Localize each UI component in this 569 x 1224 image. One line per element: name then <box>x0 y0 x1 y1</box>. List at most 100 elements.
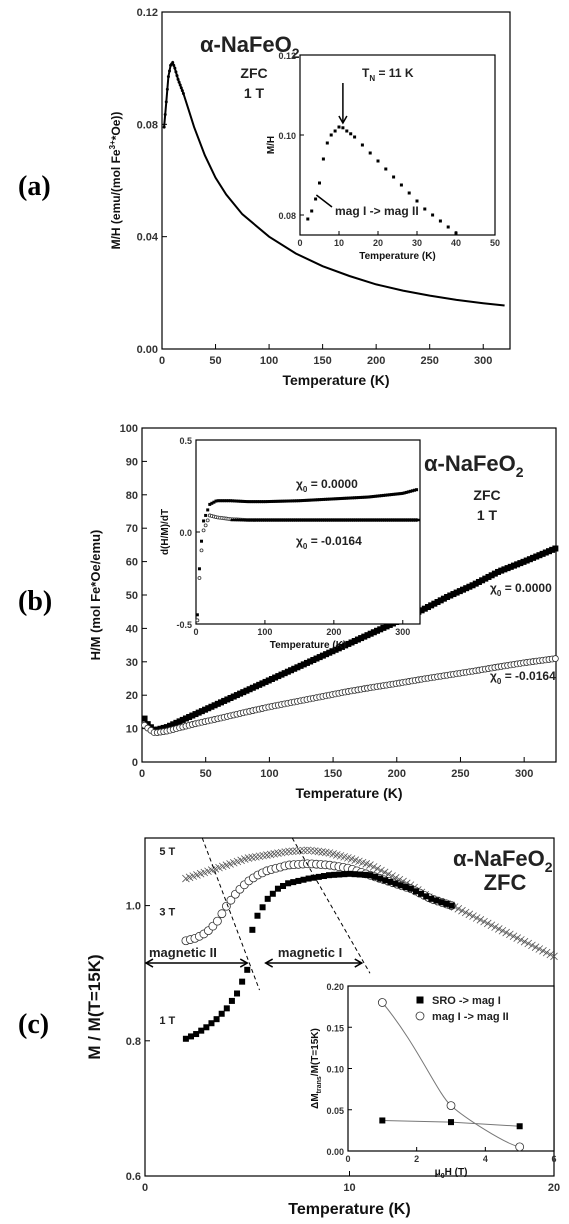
a-inset-data-point <box>446 225 450 229</box>
b-inset-data-point <box>361 495 365 499</box>
b-inset-data-point <box>371 495 375 499</box>
c-data-point-5t <box>531 943 540 951</box>
b-data-point <box>444 594 451 601</box>
b-inset-data-point <box>284 499 288 503</box>
c-region-arrow-mag2-head-left <box>144 958 154 968</box>
c-boundary-line-right <box>291 837 371 974</box>
b-data-point <box>380 624 387 631</box>
b-y-tick-label: 90 <box>126 456 138 468</box>
b-inset-data-point <box>270 499 274 503</box>
b-data-point <box>202 706 209 713</box>
b-data-point <box>504 565 511 572</box>
b-data-point <box>303 659 310 666</box>
a-inset-arrowhead-tn <box>338 115 348 125</box>
b-inset-data-point <box>276 499 280 503</box>
a-inset-x-tick-label: 50 <box>490 238 500 248</box>
c-data-point-1t <box>305 875 312 882</box>
a-data-point <box>162 125 166 129</box>
c-data-point-1t <box>372 873 379 880</box>
b-inset-data-point <box>373 494 377 498</box>
b-data-point <box>440 595 447 602</box>
a-inset-y-axis-label: M/H <box>266 136 277 154</box>
b-x-tick-label: 150 <box>324 768 342 780</box>
a-inset-data-point <box>345 129 349 133</box>
b-inset-data-point <box>377 494 381 498</box>
b-inset-x-tick-label: 100 <box>257 627 272 637</box>
b-data-point <box>319 652 326 659</box>
c-data-point-1t <box>188 1033 195 1040</box>
b-data-point <box>217 699 224 706</box>
b-data-point <box>338 643 345 650</box>
b-inset-data-point <box>202 519 206 523</box>
b-title: α-NaFeO2 <box>424 451 524 480</box>
b-inset-y-tick-label: 0.5 <box>179 436 192 446</box>
b-data-point <box>221 697 228 704</box>
b-inset-data-point <box>330 497 334 501</box>
a-inset-data-point <box>341 126 345 130</box>
b-inset-data-point <box>222 499 226 503</box>
c-region-label-mag1: magnetic I <box>278 945 342 960</box>
c-data-point-5t <box>524 939 533 948</box>
b-data-point <box>466 583 473 590</box>
c-series-label-1t: 1 T <box>159 1015 175 1027</box>
b-data-point <box>507 563 514 570</box>
b-inset-data-point <box>410 489 414 493</box>
b-inset-data-point <box>295 499 299 503</box>
b-inset-data-point <box>272 499 276 503</box>
b-data-point <box>211 702 218 709</box>
c-x-tick-label: 0 <box>142 1182 148 1194</box>
b-inset-data-point <box>402 491 406 495</box>
panel-a-label: (a) <box>18 171 51 202</box>
b-data-point <box>335 645 342 652</box>
a-inset-data-point <box>353 135 357 139</box>
b-data-point <box>167 722 174 729</box>
b-data-point <box>284 668 291 675</box>
c-region-arrow-mag1-head-right <box>354 958 364 968</box>
c-data-point-5t <box>502 928 510 937</box>
b-note-field: 1 T <box>477 507 498 523</box>
b-data-point <box>377 626 384 633</box>
a-inset-data-point <box>399 183 403 187</box>
b-y-tick-label: 20 <box>126 690 138 702</box>
b-inset-data-point <box>336 497 340 501</box>
c-inset-data-point <box>377 998 387 1007</box>
c-y-axis-label: M / M(T=15K) <box>85 954 104 1059</box>
b-data-point <box>192 711 199 718</box>
b-x-tick-label: 0 <box>139 768 145 780</box>
c-data-point-5t <box>288 847 297 856</box>
b-data-point <box>551 655 559 662</box>
c-data-point-1t <box>315 873 322 880</box>
b-data-point <box>300 661 307 668</box>
c-data-point-1t <box>341 871 348 878</box>
a-inset-data-point <box>306 217 310 221</box>
c-data-point-5t <box>472 914 481 922</box>
b-y-tick-label: 80 <box>126 490 138 502</box>
a-inset-data-point <box>431 213 435 217</box>
b-inset-data-point <box>408 489 412 493</box>
b-inset-data-point <box>274 499 278 503</box>
b-inset-data-point <box>243 499 247 503</box>
c-data-point-5t <box>495 925 503 933</box>
a-data-point <box>179 86 183 90</box>
b-data-point <box>342 642 349 649</box>
b-data-point <box>374 627 381 634</box>
c-inset-legend-label-1: mag I -> mag II <box>432 1011 509 1023</box>
c-data-point-5t <box>520 937 529 946</box>
b-inset-y-axis-label: d(H/M)/dT <box>160 509 171 555</box>
c-inset-x-axis-label: μ0H (T) <box>435 1167 468 1180</box>
b-data-point <box>179 716 186 723</box>
b-inset-data-point <box>305 498 309 502</box>
b-data-point <box>182 715 189 722</box>
a-inset-annotation-tn: TN = 11 K <box>362 66 414 83</box>
b-inset-data-point <box>353 496 357 500</box>
b-inset-data-point <box>212 500 216 504</box>
b-data-point <box>163 724 170 731</box>
c-data-point-1t <box>259 904 266 911</box>
c-data-point-5t <box>517 936 525 944</box>
b-inset-data-point <box>332 497 336 501</box>
b-data-point <box>275 673 282 680</box>
c-series-label-5t: 5 T <box>159 846 175 858</box>
c-data-point-1t <box>326 872 333 879</box>
b-data-point <box>253 683 260 690</box>
